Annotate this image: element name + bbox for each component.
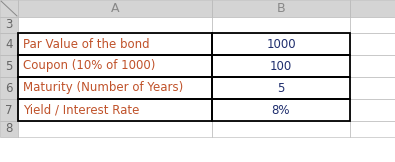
Bar [18,77,212,99]
Bar [350,33,395,55]
Bar [18,0,212,17]
Bar [212,17,350,33]
Bar [212,77,350,99]
Bar [212,121,350,137]
Bar [350,99,395,121]
Bar [0,99,18,121]
Text: Yield / Interest Rate: Yield / Interest Rate [23,104,139,116]
Bar [212,77,350,99]
Bar [18,99,212,121]
Bar [212,0,350,17]
Bar [212,33,350,55]
Bar [350,17,395,33]
Bar [18,55,212,77]
Text: 4: 4 [5,37,13,51]
Bar [212,33,350,55]
Text: 3: 3 [5,18,13,31]
Text: Par Value of the bond: Par Value of the bond [23,37,150,51]
Text: 100: 100 [270,59,292,73]
Bar [350,121,395,137]
Bar [18,33,212,55]
Text: Coupon (10% of 1000): Coupon (10% of 1000) [23,59,155,73]
Bar [18,17,212,33]
Bar [350,55,395,77]
Text: 5: 5 [277,81,285,94]
Bar [0,55,18,77]
Bar [350,77,395,99]
Bar [212,55,350,77]
Bar [18,33,212,55]
Text: 6: 6 [5,81,13,94]
Bar [212,99,350,121]
Text: 1000: 1000 [266,37,296,51]
Bar [212,99,350,121]
Text: Maturity (Number of Years): Maturity (Number of Years) [23,81,183,94]
Text: 8: 8 [5,122,13,135]
Bar [0,77,18,99]
Text: B: B [276,2,285,15]
Bar [350,0,395,17]
Text: A: A [111,2,119,15]
Text: 5: 5 [5,59,13,73]
Bar [18,55,212,77]
Bar [18,77,212,99]
Bar [18,121,212,137]
Bar [0,121,18,137]
Bar [0,17,18,33]
Bar [0,0,18,17]
Bar [18,99,212,121]
Bar [212,55,350,77]
Text: 8%: 8% [272,104,290,116]
Bar [0,33,18,55]
Text: 7: 7 [5,104,13,116]
